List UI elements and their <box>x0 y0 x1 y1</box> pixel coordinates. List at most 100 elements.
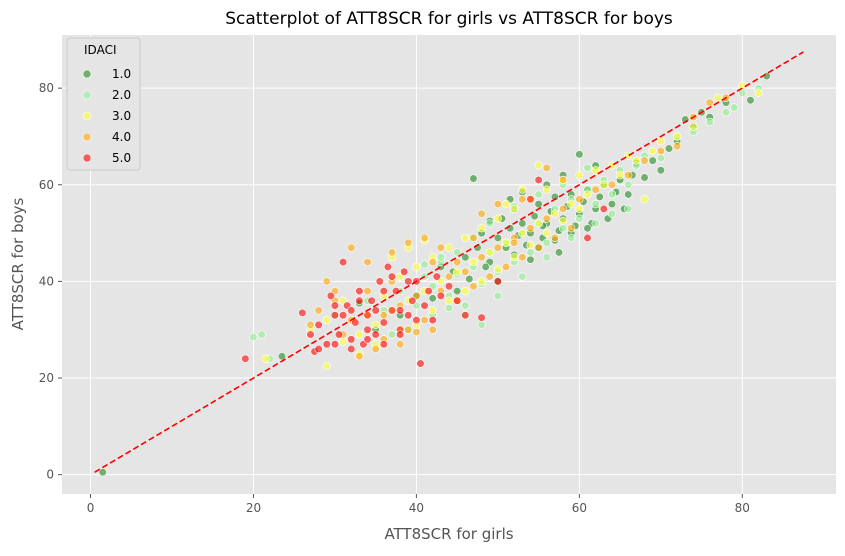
data-point <box>396 340 405 349</box>
data-point <box>477 320 486 329</box>
data-point <box>469 174 478 183</box>
data-point <box>322 315 331 325</box>
data-point <box>306 330 315 339</box>
data-point <box>485 248 494 257</box>
legend: IDACI 1.0 2.0 3.0 4.0 5.0 <box>66 37 141 171</box>
data-point <box>469 233 478 243</box>
legend-label: 2.0 <box>112 88 131 102</box>
data-point <box>648 156 657 165</box>
data-point <box>444 296 454 305</box>
data-point <box>322 361 331 371</box>
reference-line <box>94 51 804 473</box>
data-point <box>371 306 380 315</box>
x-tick-label: 20 <box>246 501 261 515</box>
data-point <box>558 204 568 214</box>
y-tick-label: 60 <box>39 178 54 192</box>
x-tick-label: 40 <box>409 501 424 515</box>
series-5.0 <box>241 175 608 368</box>
data-point <box>526 255 535 264</box>
data-point <box>485 219 494 228</box>
data-point <box>530 212 539 221</box>
data-point <box>314 306 323 315</box>
legend-label: 4.0 <box>112 130 131 144</box>
data-point <box>583 190 592 199</box>
data-point <box>322 340 331 349</box>
data-point <box>387 272 397 281</box>
data-point <box>518 228 527 238</box>
data-point <box>575 195 584 204</box>
data-point <box>461 301 470 310</box>
data-point <box>461 233 470 243</box>
data-point <box>461 253 470 262</box>
data-point <box>493 233 502 243</box>
data-point <box>379 318 388 327</box>
data-point <box>477 277 486 286</box>
data-point <box>554 248 564 257</box>
data-point <box>510 253 519 262</box>
data-point <box>485 272 494 281</box>
data-point <box>428 306 437 315</box>
x-tick-label: 60 <box>572 501 587 515</box>
data-point <box>420 233 429 243</box>
data-point <box>444 282 454 291</box>
data-point <box>624 204 633 214</box>
data-point <box>355 352 364 361</box>
data-point <box>330 301 340 310</box>
data-point <box>481 262 490 272</box>
data-point <box>501 238 511 247</box>
data-point <box>575 214 584 223</box>
data-point <box>493 200 502 209</box>
data-point <box>607 200 617 209</box>
y-tick-labels: 0 20 40 60 80 <box>39 81 62 482</box>
legend-label: 5.0 <box>112 151 131 165</box>
data-point <box>534 161 543 170</box>
data-point <box>249 332 258 342</box>
legend-marker <box>82 132 92 142</box>
data-point <box>607 180 617 189</box>
data-point <box>453 296 462 305</box>
data-point <box>526 195 535 204</box>
data-point <box>444 303 454 313</box>
data-point <box>534 243 543 252</box>
data-point <box>730 103 739 112</box>
data-point <box>432 272 441 281</box>
data-point <box>396 330 405 339</box>
data-point <box>689 122 698 131</box>
data-point <box>387 248 397 257</box>
data-point <box>575 150 584 159</box>
data-point <box>428 325 437 334</box>
data-point <box>558 175 568 185</box>
data-point <box>518 253 527 262</box>
data-point <box>656 146 665 156</box>
data-point <box>583 233 592 243</box>
data-point <box>534 219 543 228</box>
data-point <box>404 325 413 334</box>
data-point <box>428 294 437 303</box>
data-point <box>396 306 405 315</box>
data-point <box>241 354 250 363</box>
data-point <box>330 311 340 320</box>
data-point <box>754 88 763 98</box>
data-point <box>404 238 413 247</box>
data-point <box>632 156 641 165</box>
data-point <box>526 241 535 250</box>
data-point <box>416 359 425 368</box>
data-point <box>314 320 323 329</box>
data-point <box>542 185 551 194</box>
data-point <box>721 108 731 117</box>
data-point <box>257 330 266 339</box>
data-point <box>493 277 502 286</box>
data-point <box>461 286 470 296</box>
data-point <box>412 328 421 337</box>
data-point <box>493 214 502 223</box>
data-point <box>615 171 625 180</box>
data-point <box>436 253 445 262</box>
x-tick-label: 0 <box>87 501 95 515</box>
data-point <box>469 257 478 267</box>
data-point <box>367 296 376 305</box>
data-point <box>277 352 287 361</box>
data-point <box>518 272 527 281</box>
data-point <box>591 219 600 228</box>
